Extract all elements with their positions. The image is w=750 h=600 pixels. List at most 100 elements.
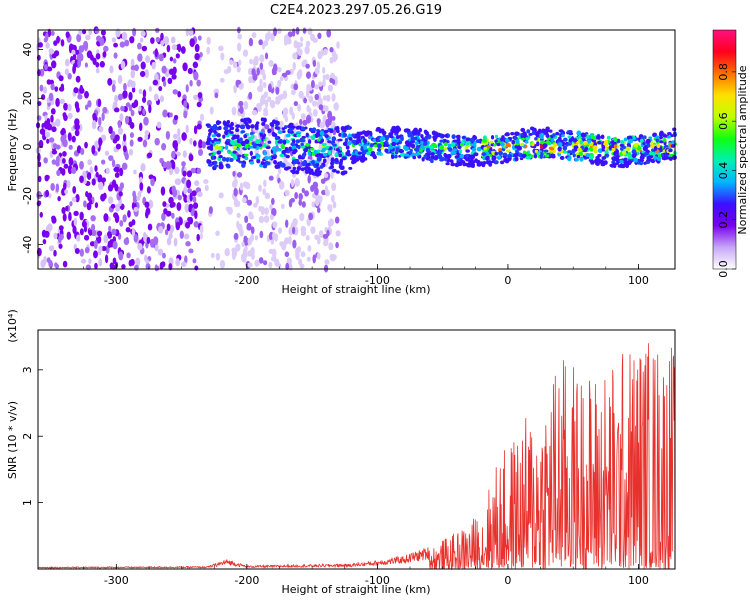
spectrogram-cell [236, 66, 241, 73]
spectrogram-cell [601, 156, 607, 160]
spectrogram-cell [312, 254, 316, 264]
spectrogram-cell [103, 45, 109, 52]
spectrogram-cell [252, 58, 257, 67]
spectrogram-cell [348, 137, 353, 141]
spectrogram-cell [259, 54, 265, 63]
spectrogram-cell [281, 241, 287, 251]
spectrogram-cell [465, 153, 469, 158]
spectrogram-cell [102, 106, 108, 114]
spectrogram-cell [190, 167, 196, 174]
spectrogram-cell [584, 146, 589, 151]
spectrogram-cell [232, 134, 238, 140]
spectrogram-cell [279, 123, 284, 133]
spectrogram-cell [597, 148, 603, 154]
spectrogram-cell [412, 155, 417, 160]
spectrogram-cell [162, 161, 168, 169]
spectrogram-cell [193, 94, 199, 101]
spectrogram-cell [194, 210, 198, 220]
spectrogram-cell [42, 238, 47, 245]
spectrogram-cell [38, 175, 42, 183]
spectrogram-cell [193, 221, 200, 228]
spectrogram-cell [137, 243, 143, 251]
spectrogram-cell [210, 155, 215, 160]
spectrogram-cell [313, 172, 319, 176]
spectrogram-cell [385, 134, 390, 140]
spectrogram-cell [104, 254, 109, 264]
spectrogram-cell [268, 175, 274, 181]
spectrogram-cell [330, 194, 335, 203]
spectrogram-cell [250, 233, 255, 242]
spectrogram-cell [273, 133, 278, 138]
spectrogram-cell [334, 157, 339, 163]
spectrogram-cell [264, 192, 271, 200]
spectrogram-cell [94, 28, 100, 34]
spectrogram-cell [305, 63, 310, 69]
spectrogram-cell [86, 202, 92, 211]
spectrogram-cell [578, 151, 584, 157]
spectrogram-cell [376, 148, 382, 152]
spectrogram-cell [396, 127, 402, 132]
spectrogram-cell [258, 84, 264, 93]
spectrogram-cell [595, 134, 601, 140]
spectrogram-cell [319, 164, 324, 169]
spectrogram-cell [177, 136, 181, 145]
spectrogram-cell [310, 80, 315, 89]
spectrogram-cell [395, 147, 400, 151]
spectrogram-cell [226, 164, 231, 169]
spectrogram-cell [90, 223, 96, 232]
spectrogram-cell [555, 131, 560, 136]
spectrogram-cell [262, 117, 267, 123]
spectrogram-cell [63, 102, 68, 111]
spectrogram-cell [193, 71, 199, 81]
spectrogram-cell [250, 226, 255, 235]
spectrogram-cell [159, 157, 164, 164]
spectrogram-cell [656, 143, 661, 149]
spectrogram-cell [329, 254, 334, 261]
spectrogram-cell [211, 134, 216, 138]
spectrogram-cell [258, 184, 262, 192]
spectrogram-cell [298, 198, 303, 206]
spectrogram-cell [206, 37, 211, 45]
spectrogram-cell [357, 151, 362, 155]
spectrogram-cell [645, 160, 650, 164]
spectrogram-cell [534, 149, 539, 153]
spectrogram-cell [250, 134, 255, 140]
spectrogram-cell [589, 155, 594, 160]
spectrogram-cell [227, 149, 231, 153]
spectrogram-cell [633, 157, 638, 163]
spectrogram-cell [369, 143, 374, 148]
spectrogram-cell [467, 141, 471, 145]
spectrogram-cell [372, 155, 377, 160]
spectrogram-cell [600, 134, 605, 140]
spectrogram-cell [214, 92, 219, 99]
spectrogram-cell [215, 230, 220, 237]
spectrogram-cell [235, 79, 242, 85]
spectrogram-cell [232, 145, 238, 150]
spectrogram-cell [671, 144, 675, 148]
spectrogram-cell [471, 147, 477, 152]
spectrogram-cell [322, 48, 328, 56]
spectrogram-cell [114, 94, 119, 103]
spectrogram-cell [306, 256, 311, 262]
spectrogram-cell [66, 179, 71, 189]
spectrogram-cell [248, 37, 254, 47]
spectrogram-cell [320, 178, 326, 184]
spectrogram-cell [312, 59, 317, 68]
spectrogram-cell [271, 146, 277, 152]
spectrogram-cell [44, 114, 48, 121]
spectrogram-cell [375, 128, 380, 132]
spectrogram-cell [85, 190, 89, 198]
spectrogram-cell [204, 184, 209, 192]
spectrogram-cell [473, 152, 479, 157]
spectrogram-cell [550, 153, 556, 157]
spectrogram-cell [513, 136, 518, 141]
spectrogram-cell [288, 128, 293, 132]
spectrogram-cell [500, 142, 505, 147]
spectrogram-cell [186, 170, 193, 178]
spectrogram-cell [101, 112, 105, 122]
spectrogram-cell [574, 158, 579, 162]
spectrogram-cell [64, 68, 69, 76]
spectrogram-cell [111, 228, 117, 236]
spectrogram-cell [216, 133, 221, 138]
spectrogram-cell [113, 52, 118, 59]
